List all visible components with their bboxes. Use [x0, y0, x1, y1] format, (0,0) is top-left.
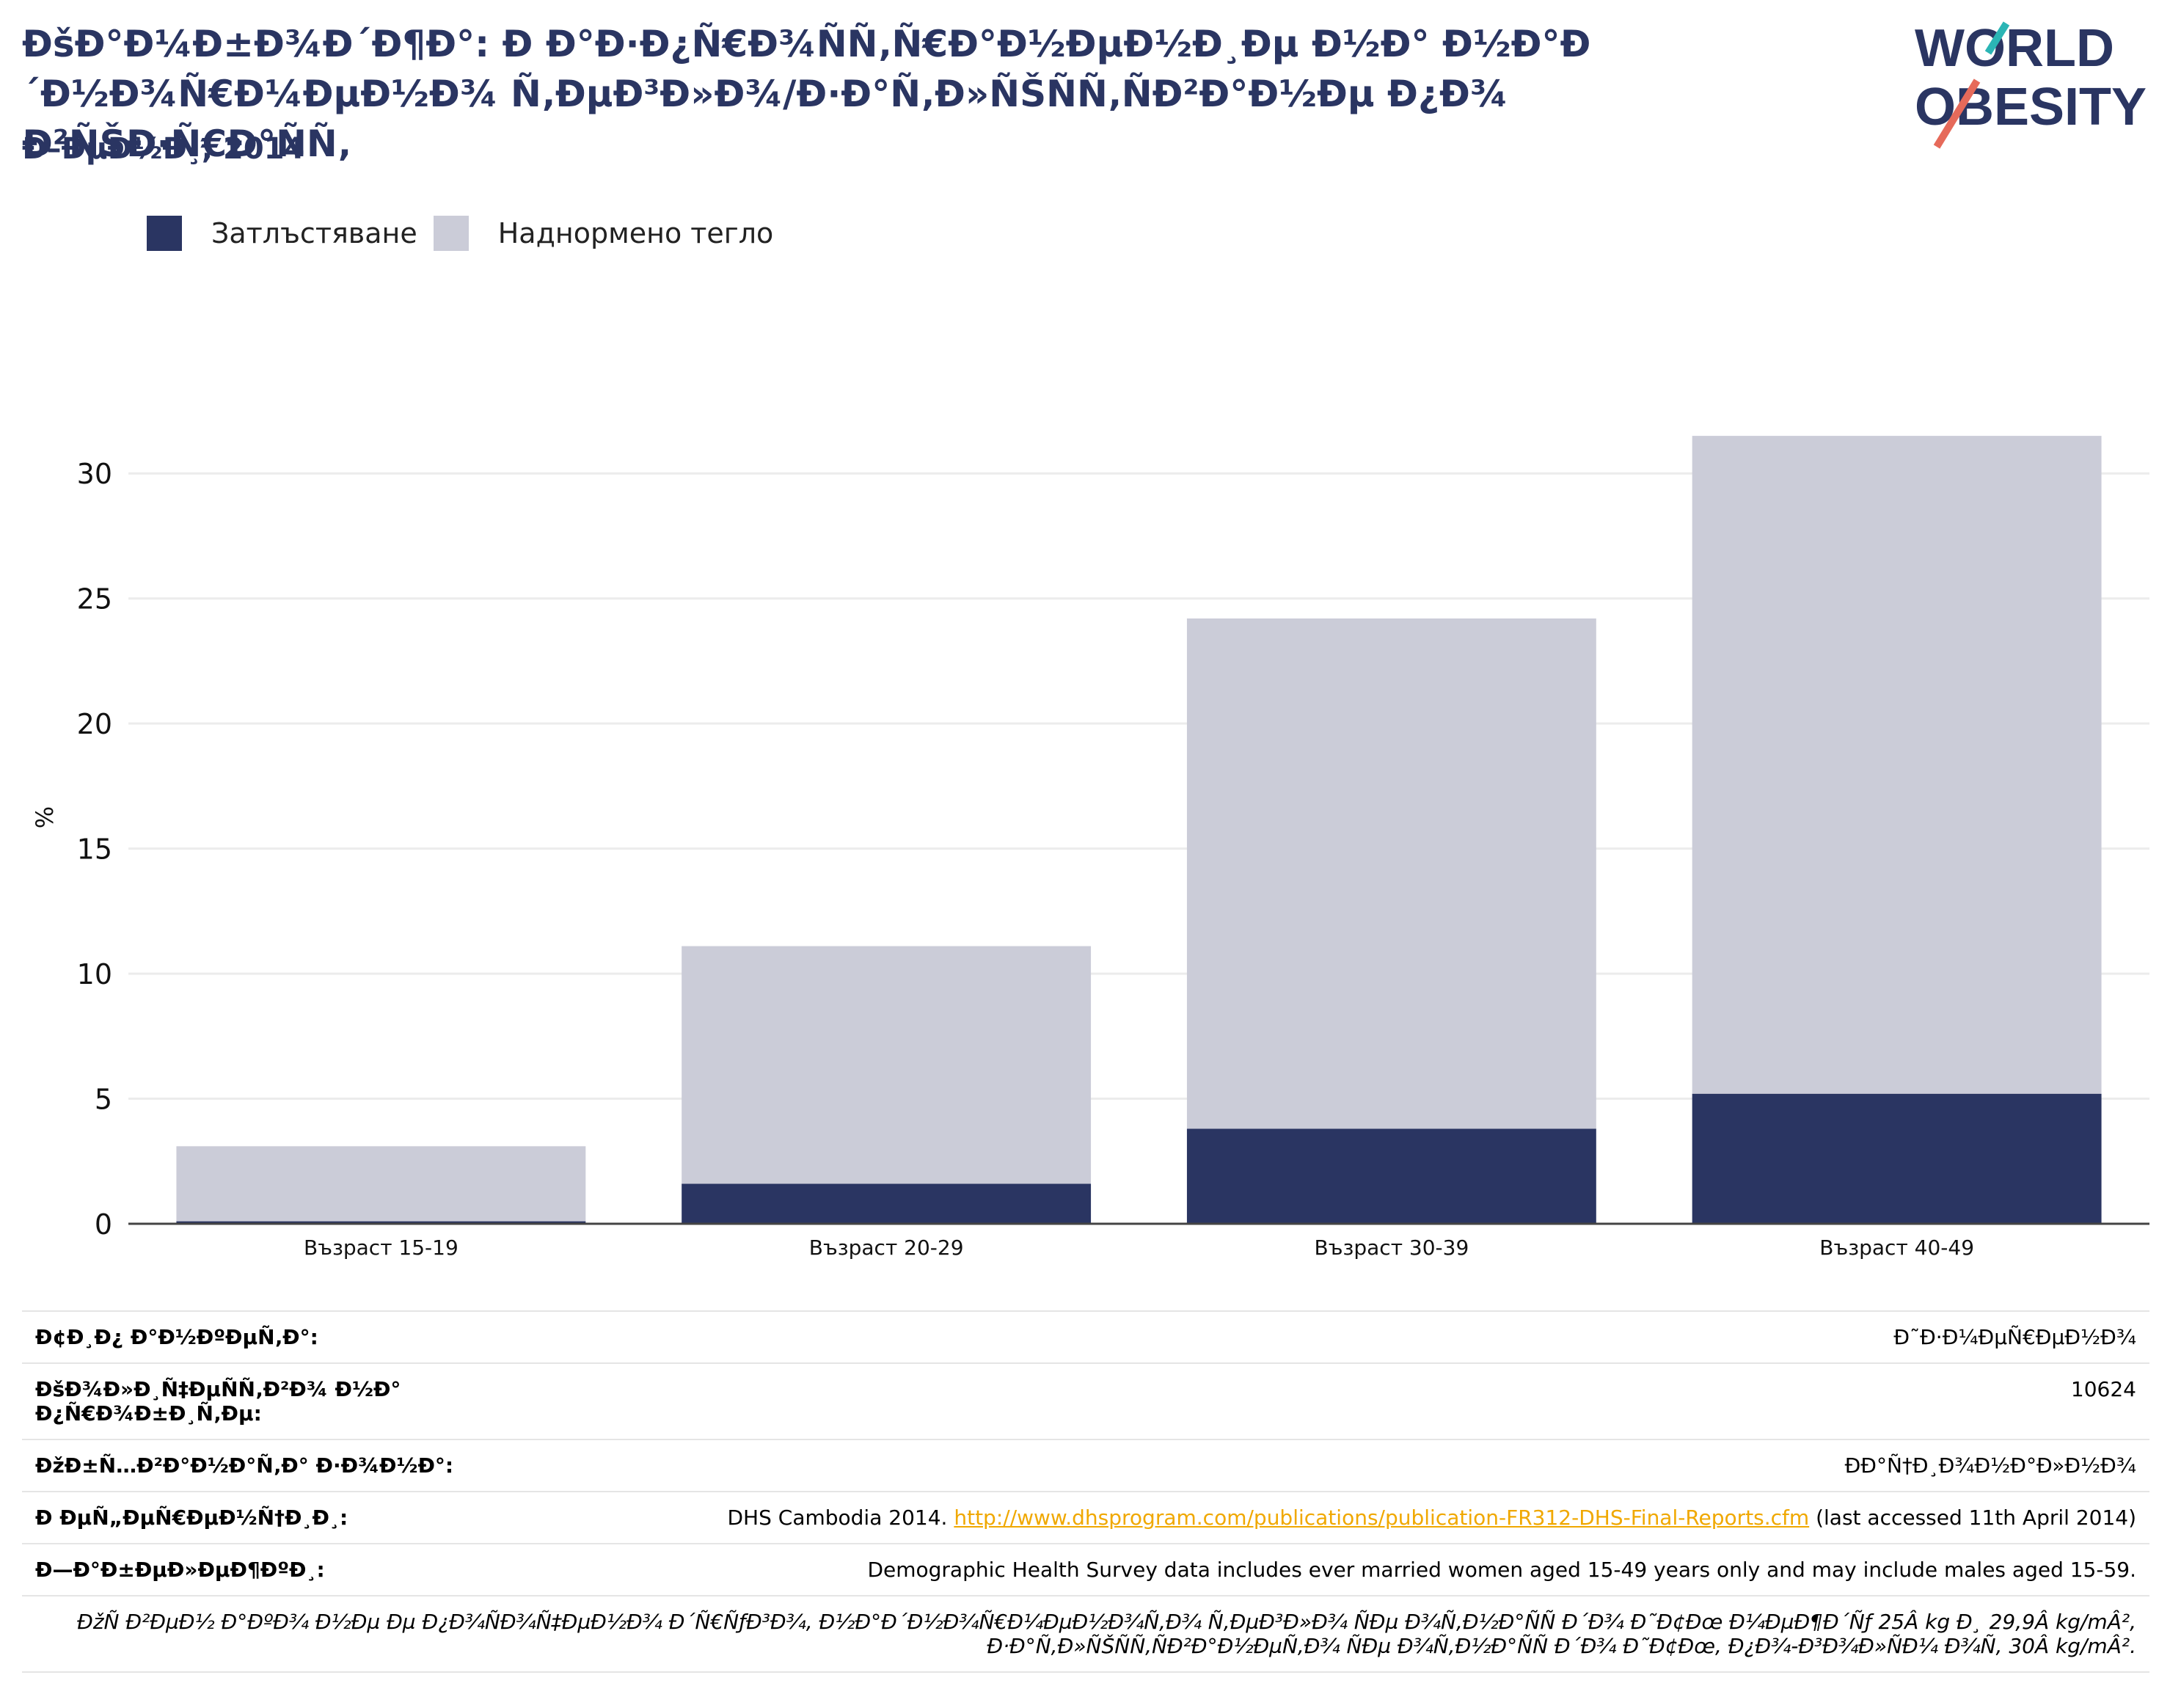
- bar-segment-obesity: [1186, 1128, 1596, 1224]
- x-tick-label: Възраст 15-19: [304, 1236, 459, 1260]
- meta-key: Ð—Ð°Ð±ÐµÐ»ÐµÐ¶ÐºÐ¸:: [22, 1543, 489, 1596]
- logo-line2: OBESITY: [1915, 78, 2147, 136]
- bar-segment-overweight: [176, 1146, 586, 1222]
- logo-line1: WORLD: [1915, 19, 2114, 78]
- footnote: ÐžÑ Ð²ÐµÐ½ Ð°ÐºÐ¾ Ð½Ðµ Ðµ Ð¿Ð¾ÑÐ¾Ñ‡ÐµÐ½Ð…: [22, 1595, 2149, 1673]
- logo-slash-coral: [1933, 79, 1981, 149]
- meta-key: ÐžÐ±Ñ…Ð²Ð°Ð½Ð°Ñ‚Ð° Ð·Ð¾Ð½Ð°:: [22, 1439, 489, 1492]
- x-tick-label: Възраст 40-49: [1819, 1236, 1974, 1260]
- meta-row: Ð ÐµÑ„ÐµÑ€ÐµÐ½Ñ†Ð¸Ð¸: DHS Cambodia 2014.…: [22, 1491, 2149, 1544]
- meta-key: Ð ÐµÑ„ÐµÑ€ÐµÐ½Ñ†Ð¸Ð¸:: [22, 1491, 489, 1544]
- meta-row: ÐšÐ¾Ð»Ð¸Ñ‡ÐµÑÑ‚Ð²Ð¾ Ð½Ð° Ð¿Ñ€Ð¾Ð±Ð¸Ñ‚Ðµ:…: [22, 1362, 2149, 1439]
- meta-row: Ð—Ð°Ð±ÐµÐ»ÐµÐ¶ÐºÐ¸: Demographic Health S…: [22, 1543, 2149, 1596]
- chart-title: ÐšÐ°Ð¼Ð±Ð¾Ð´Ð¶Ð°: Ð Ð°Ð·Ð¿Ñ€Ð¾ÑÑ‚Ñ€Ð°Ð½Ð…: [22, 23, 1591, 165]
- meta-row: ÐžÐ±Ñ…Ð²Ð°Ð½Ð°Ñ‚Ð° Ð·Ð¾Ð½Ð°: ÐÐ°Ñ†Ð¸Ð¾Ð½…: [22, 1439, 2149, 1492]
- meta-value: ÐÐ°Ñ†Ð¸Ð¾Ð½Ð°Ð»Ð½Ð¾: [489, 1439, 2149, 1492]
- y-tick-label: 5: [95, 1084, 112, 1116]
- y-tick-label: 10: [77, 958, 112, 990]
- reference-text: DHS Cambodia 2014.: [727, 1506, 954, 1530]
- world-obesity-logo: WORLD OBESITY: [1915, 19, 2147, 149]
- bar-segment-overweight: [1186, 618, 1596, 1129]
- x-tick-label: Възраст 30-39: [1314, 1236, 1469, 1260]
- chart-legend: Затлъстяване Наднормено тегло: [147, 214, 789, 252]
- meta-value: DHS Cambodia 2014. http://www.dhsprogram…: [489, 1491, 2149, 1544]
- stacked-bar-chart: 0 5 10 15 20 25 30% Възраст 15-19 Възраст 20-29 В…: [31, 436, 2149, 1260]
- y-tick-label: 25: [77, 583, 112, 616]
- y-tick-label: 30: [77, 458, 112, 490]
- reference-link[interactable]: http://www.dhsprogram.com/publications/p…: [954, 1506, 1810, 1530]
- legend-swatch-overweight: [433, 216, 469, 251]
- bar-segment-overweight: [682, 946, 1092, 1184]
- bar-segment-obesity: [1692, 1093, 2102, 1224]
- meta-key: Ð¢Ð¸Ð¿ Ð°Ð½ÐºÐµÑ‚Ð°:: [22, 1310, 489, 1363]
- logo-slash-teal: [1984, 21, 2010, 55]
- bar-segment-overweight: [1692, 436, 2102, 1094]
- legend-label-obesity: Затлъстяване: [211, 217, 417, 249]
- meta-value: Demographic Health Survey data includes …: [489, 1543, 2149, 1596]
- legend-label-overweight: Наднормено тегло: [497, 217, 774, 249]
- footnote-row: ÐžÑ Ð²ÐµÐ½ Ð°ÐºÐ¾ Ð½Ðµ Ðµ Ð¿Ð¾ÑÐ¾Ñ‡ÐµÐ½Ð…: [22, 1595, 2149, 1673]
- y-axis-label: %: [31, 806, 59, 828]
- legend-swatch-obesity: [147, 216, 182, 251]
- meta-row: Ð¢Ð¸Ð¿ Ð°Ð½ÐºÐµÑ‚Ð°: Ð˜Ð·Ð¼ÐµÑ€ÐµÐ½Ð¾: [22, 1310, 2149, 1363]
- meta-key: ÐšÐ¾Ð»Ð¸Ñ‡ÐµÑÑ‚Ð²Ð¾ Ð½Ð° Ð¿Ñ€Ð¾Ð±Ð¸Ñ‚Ðµ:: [22, 1362, 489, 1439]
- y-tick-label: 0: [95, 1208, 112, 1241]
- bar-segment-obesity: [682, 1183, 1092, 1224]
- y-tick-label: 15: [77, 833, 112, 866]
- reference-suffix: (last accessed 11th April 2014): [1809, 1506, 2136, 1530]
- y-tick-label: 20: [77, 708, 112, 740]
- x-tick-label: Възраст 20-29: [809, 1236, 964, 1260]
- chart-subtitle: Ð–ÐµÐ½Ð¸, 2014: [22, 132, 305, 166]
- meta-value: Ð˜Ð·Ð¼ÐµÑ€ÐµÐ½Ð¾: [489, 1310, 2149, 1363]
- meta-value: 10624: [489, 1362, 2149, 1439]
- bar-segment-obesity: [176, 1221, 586, 1224]
- metadata-table: Ð¢Ð¸Ð¿ Ð°Ð½ÐºÐµÑ‚Ð°: Ð˜Ð·Ð¼ÐµÑ€ÐµÐ½Ð¾ Ðš…: [22, 1310, 2149, 1673]
